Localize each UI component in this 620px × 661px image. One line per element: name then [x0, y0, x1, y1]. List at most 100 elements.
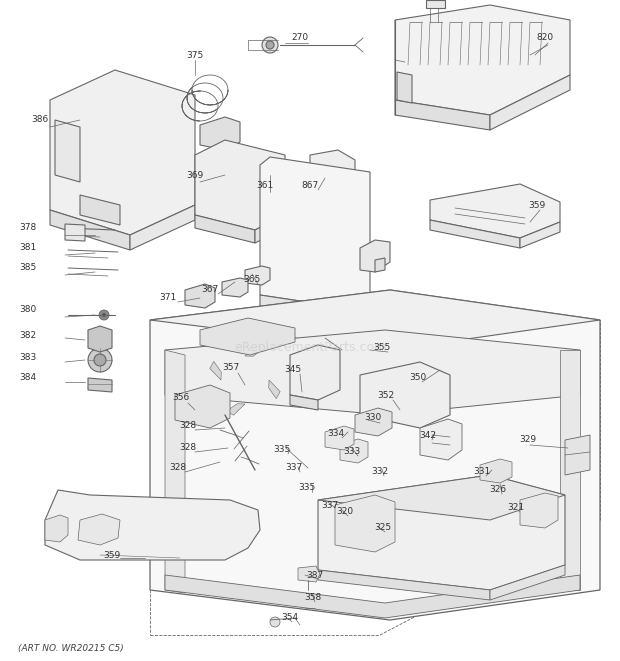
Circle shape	[321, 496, 329, 504]
Circle shape	[231, 366, 259, 394]
Polygon shape	[175, 385, 230, 428]
Polygon shape	[55, 120, 80, 182]
Text: 345: 345	[285, 366, 301, 375]
Polygon shape	[490, 75, 570, 130]
Text: 380: 380	[19, 305, 37, 315]
Text: 381: 381	[19, 243, 37, 253]
Polygon shape	[560, 350, 580, 590]
Polygon shape	[340, 439, 368, 463]
Polygon shape	[130, 205, 195, 250]
Circle shape	[262, 37, 278, 53]
Polygon shape	[565, 435, 590, 475]
Circle shape	[193, 328, 297, 432]
Circle shape	[295, 463, 305, 473]
Circle shape	[284, 446, 296, 458]
Text: 321: 321	[507, 504, 525, 512]
Text: 365: 365	[244, 276, 260, 284]
Circle shape	[342, 332, 378, 368]
Text: 378: 378	[19, 223, 37, 233]
Polygon shape	[150, 290, 600, 620]
Polygon shape	[210, 362, 221, 380]
Polygon shape	[195, 215, 255, 243]
Text: 270: 270	[291, 34, 309, 42]
Polygon shape	[88, 378, 112, 392]
Polygon shape	[395, 100, 490, 130]
Polygon shape	[290, 395, 318, 410]
Circle shape	[94, 354, 106, 366]
Circle shape	[384, 463, 392, 471]
Polygon shape	[310, 175, 338, 192]
Text: 350: 350	[409, 373, 427, 383]
Circle shape	[232, 177, 248, 193]
Circle shape	[439, 202, 455, 218]
Text: 361: 361	[257, 180, 273, 190]
Circle shape	[496, 484, 504, 492]
Text: 357: 357	[223, 364, 239, 373]
Polygon shape	[260, 157, 370, 310]
Polygon shape	[65, 224, 85, 241]
Polygon shape	[78, 514, 120, 545]
Polygon shape	[80, 195, 120, 225]
Text: 375: 375	[187, 50, 203, 59]
Polygon shape	[360, 362, 450, 428]
Polygon shape	[420, 419, 462, 460]
Polygon shape	[245, 345, 264, 356]
Polygon shape	[45, 490, 260, 560]
Text: 359: 359	[528, 200, 546, 210]
Text: 335: 335	[298, 483, 316, 492]
Polygon shape	[310, 150, 355, 185]
Polygon shape	[338, 178, 355, 192]
Polygon shape	[245, 266, 270, 285]
Text: 328: 328	[179, 422, 197, 430]
Circle shape	[308, 480, 318, 490]
Text: 387: 387	[306, 570, 324, 580]
Text: 330: 330	[365, 414, 382, 422]
Polygon shape	[355, 408, 392, 436]
Text: 335: 335	[273, 446, 291, 455]
Circle shape	[303, 593, 317, 607]
Text: 337: 337	[285, 463, 303, 473]
Text: 354: 354	[281, 613, 299, 623]
Polygon shape	[165, 575, 580, 618]
Text: 371: 371	[159, 293, 177, 303]
Polygon shape	[395, 5, 570, 115]
Text: 820: 820	[536, 34, 554, 42]
Text: 331: 331	[474, 467, 490, 477]
Polygon shape	[255, 215, 285, 243]
Text: 328: 328	[179, 444, 197, 453]
Text: 369: 369	[187, 171, 203, 180]
Text: (ART NO. WR20215 C5): (ART NO. WR20215 C5)	[18, 644, 124, 652]
Polygon shape	[185, 284, 215, 308]
Polygon shape	[298, 566, 320, 582]
Polygon shape	[375, 258, 385, 272]
Text: 329: 329	[520, 436, 536, 444]
Polygon shape	[490, 565, 565, 600]
Text: 355: 355	[373, 344, 391, 352]
Text: 356: 356	[172, 393, 190, 403]
Polygon shape	[45, 515, 68, 542]
Text: 342: 342	[420, 430, 436, 440]
Polygon shape	[430, 184, 560, 238]
Polygon shape	[480, 459, 512, 483]
Polygon shape	[360, 240, 390, 272]
Polygon shape	[226, 404, 245, 415]
Polygon shape	[430, 220, 520, 248]
Polygon shape	[165, 330, 580, 415]
Text: 337: 337	[321, 500, 339, 510]
Circle shape	[270, 617, 280, 627]
Text: 352: 352	[378, 391, 394, 401]
Text: 386: 386	[32, 116, 48, 124]
Circle shape	[492, 480, 508, 496]
Circle shape	[530, 209, 542, 221]
Polygon shape	[88, 326, 112, 352]
Text: 359: 359	[104, 551, 121, 559]
Polygon shape	[195, 140, 285, 230]
Circle shape	[350, 340, 370, 360]
Text: 867: 867	[301, 180, 319, 190]
Polygon shape	[520, 493, 558, 528]
Polygon shape	[318, 475, 565, 520]
Text: eReplacementParts.com: eReplacementParts.com	[234, 342, 386, 354]
Polygon shape	[335, 495, 395, 552]
Polygon shape	[260, 295, 360, 323]
Polygon shape	[150, 290, 600, 350]
